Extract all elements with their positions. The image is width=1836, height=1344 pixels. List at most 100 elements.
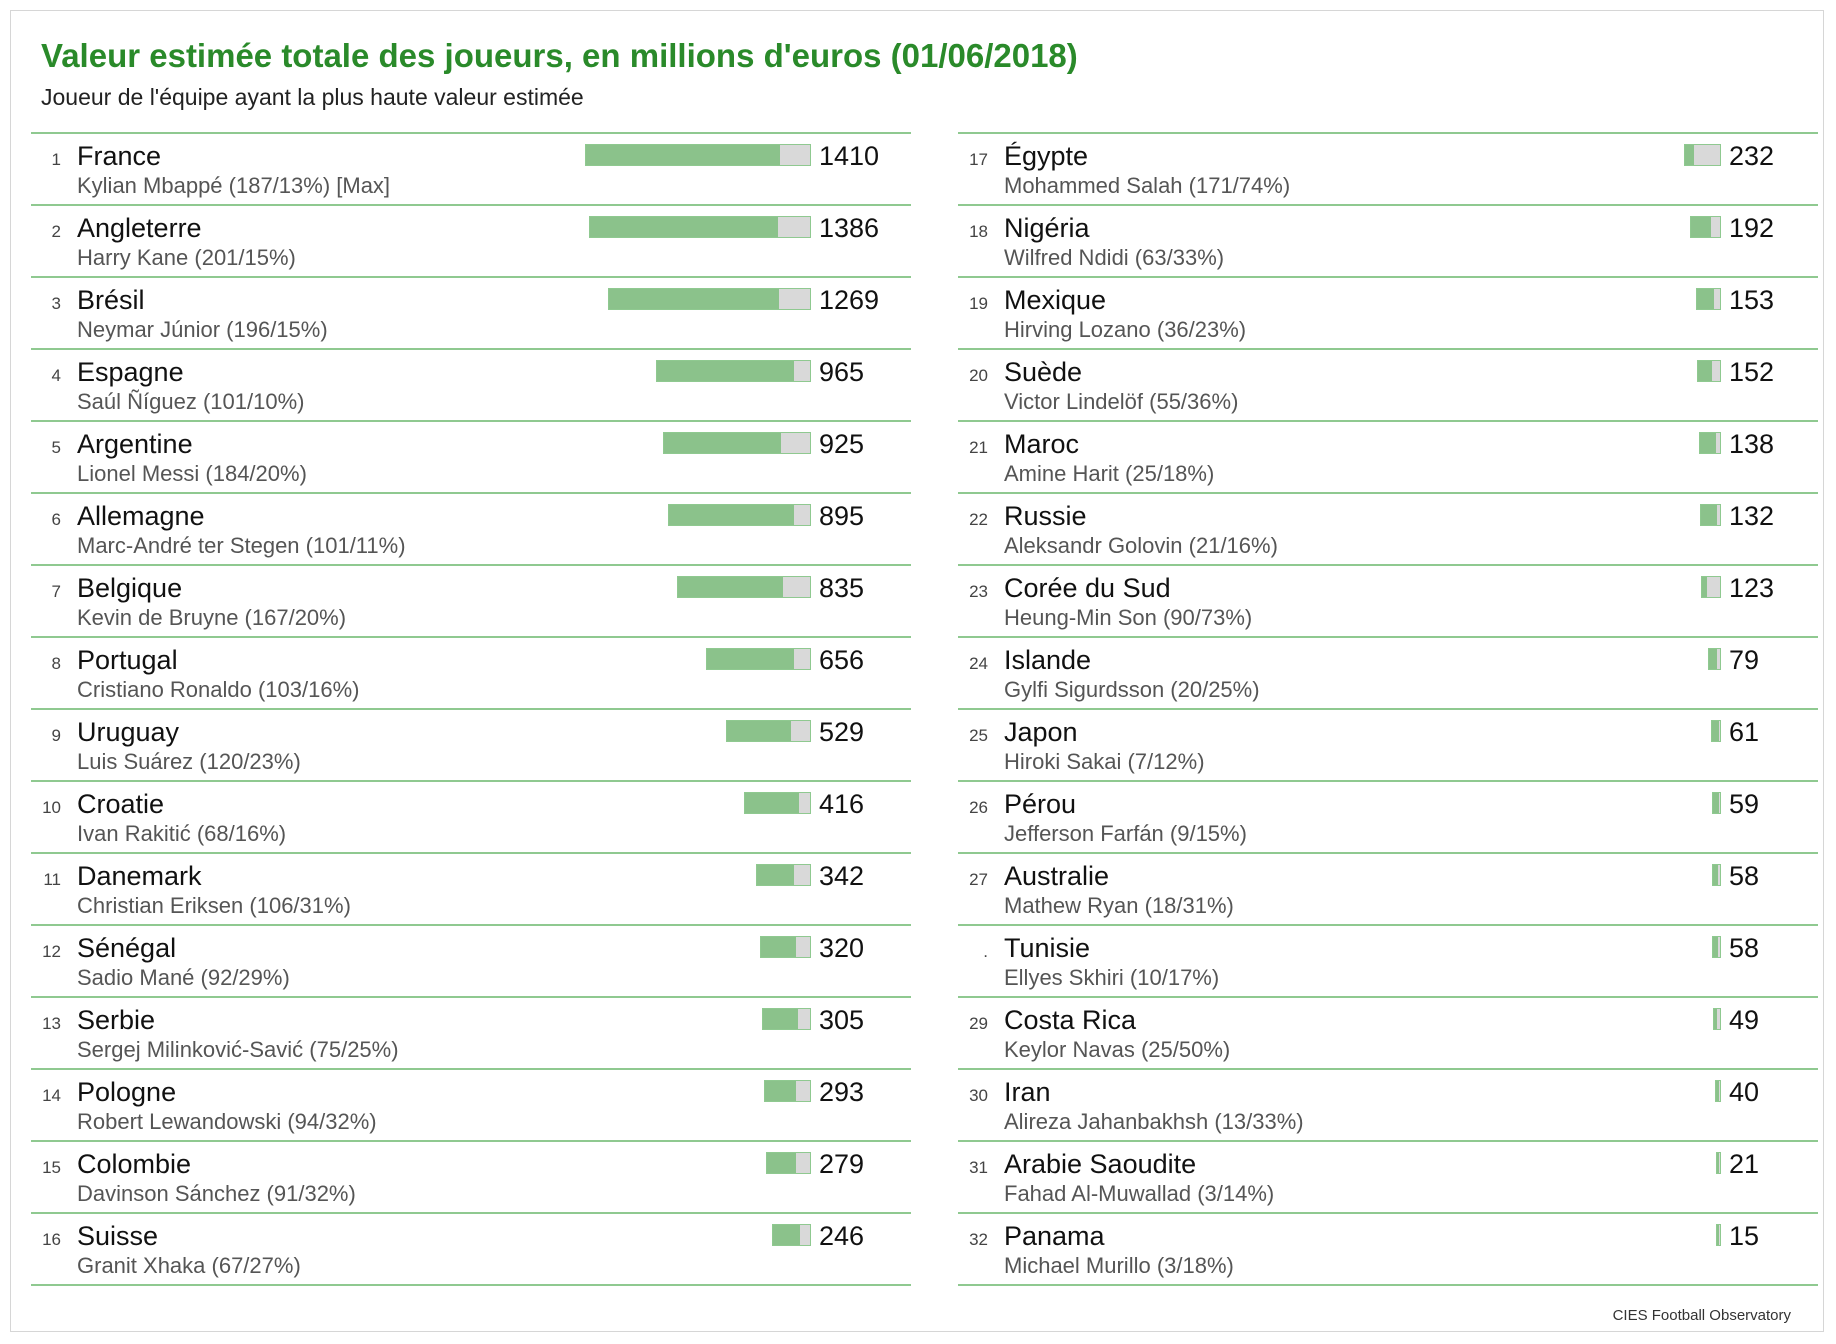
bar-top-player-share xyxy=(1710,217,1720,237)
value-label: 416 xyxy=(819,789,865,819)
country-name: Mexique xyxy=(1004,285,1107,315)
bar-rest-of-squad xyxy=(1700,433,1717,453)
ranking-column-left: 1 France Kylian Mbappé (187/13%) [Max] 1410… xyxy=(31,132,911,1286)
bar-top-player-share xyxy=(798,1009,810,1029)
rank-label: 30 xyxy=(969,1086,988,1105)
bar-rest-of-squad xyxy=(1685,145,1695,165)
value-bar xyxy=(1700,504,1721,526)
value-bar xyxy=(706,648,811,670)
bar-top-player-share xyxy=(795,1153,810,1173)
ranking-row: 22 Russie Aleksandr Golovin (21/16%) 132 xyxy=(958,492,1818,564)
top-player-label: Harry Kane (201/15%) xyxy=(77,245,296,270)
bar-rest-of-squad xyxy=(757,865,794,885)
ranking-row: 23 Corée du Sud Heung-Min Son (90/73%) 123 xyxy=(958,564,1818,636)
value-label: 58 xyxy=(1729,861,1760,891)
bar-top-player-share xyxy=(780,145,810,165)
top-player-label: Ellyes Skhiri (10/17%) xyxy=(1004,965,1220,990)
country-name: Nigéria xyxy=(1004,213,1090,243)
top-player-label: Victor Lindelöf (55/36%) xyxy=(1004,389,1239,414)
bar-top-player-share xyxy=(794,505,810,525)
value-label: 21 xyxy=(1729,1149,1760,1179)
bar-top-player-share xyxy=(1717,505,1720,525)
ranking-row: 9 Uruguay Luis Suárez (120/23%) 529 xyxy=(31,708,911,780)
bar-rest-of-squad xyxy=(678,577,784,597)
top-player-label: Aleksandr Golovin (21/16%) xyxy=(1004,533,1278,558)
bar-top-player-share xyxy=(1716,433,1720,453)
country-name: Portugal xyxy=(77,645,178,675)
ranking-row: 10 Croatie Ivan Rakitić (68/16%) 416 xyxy=(31,780,911,852)
value-label: 835 xyxy=(819,573,865,603)
country-name: Serbie xyxy=(77,1005,156,1035)
bar-rest-of-squad xyxy=(1698,361,1712,381)
ranking-row: 19 Mexique Hirving Lozano (36/23%) 153 xyxy=(958,276,1818,348)
value-label: 529 xyxy=(819,717,865,747)
value-label: 305 xyxy=(819,1005,865,1035)
rank-label: 31 xyxy=(969,1158,988,1177)
value-bar xyxy=(1701,576,1721,598)
bar-top-player-share xyxy=(779,289,810,309)
top-player-label: Heung-Min Son (90/73%) xyxy=(1004,605,1253,630)
ranking-row: 32 Panama Michael Murillo (3/18%) 15 xyxy=(958,1212,1818,1286)
value-label: 132 xyxy=(1729,501,1775,531)
value-bar xyxy=(726,720,811,742)
bar-top-player-share xyxy=(1694,145,1720,165)
value-bar xyxy=(1716,1152,1721,1174)
value-bar xyxy=(766,1152,811,1174)
top-player-label: Luis Suárez (120/23%) xyxy=(77,749,301,774)
value-label: 320 xyxy=(819,933,865,963)
top-player-label: Mohammed Salah (171/74%) xyxy=(1004,173,1291,198)
bar-top-player-share xyxy=(1717,1009,1720,1029)
bar-rest-of-squad xyxy=(657,361,795,381)
chart-title: Valeur estimée totale des joueurs, en mi… xyxy=(41,37,1078,74)
value-bar xyxy=(668,504,811,526)
bar-top-player-share xyxy=(793,865,810,885)
ranking-row: 15 Colombie Davinson Sánchez (91/32%) 279 xyxy=(31,1140,911,1212)
value-bar xyxy=(756,864,811,886)
ranking-row: 3 Brésil Neymar Júnior (196/15%) 1269 xyxy=(31,276,911,348)
bar-rest-of-squad xyxy=(727,721,792,741)
value-label: 15 xyxy=(1729,1221,1760,1251)
country-name: Colombie xyxy=(77,1149,192,1179)
country-name: Australie xyxy=(1004,861,1110,891)
country-name: Maroc xyxy=(1004,429,1080,459)
country-name: Suisse xyxy=(77,1221,159,1251)
country-name: Argentine xyxy=(77,429,193,459)
bar-top-player-share xyxy=(795,937,810,957)
top-player-label: Mathew Ryan (18/31%) xyxy=(1004,893,1234,918)
bar-rest-of-squad xyxy=(1702,577,1707,597)
top-player-label: Ivan Rakitić (68/16%) xyxy=(77,821,287,846)
bar-top-player-share xyxy=(1719,1153,1720,1173)
source-credit: CIES Football Observatory xyxy=(1612,1307,1791,1324)
value-label: 123 xyxy=(1729,573,1775,603)
rank-label: 3 xyxy=(51,294,61,313)
rank-label: 19 xyxy=(969,294,988,313)
top-player-label: Alireza Jahanbakhsh (13/33%) xyxy=(1004,1109,1304,1134)
rank-label: 6 xyxy=(51,510,61,529)
top-player-label: Davinson Sánchez (91/32%) xyxy=(77,1181,356,1206)
value-label: 79 xyxy=(1729,645,1760,675)
value-bar xyxy=(1715,1080,1721,1102)
ranking-row: 25 Japon Hiroki Sakai (7/12%) 61 xyxy=(958,708,1818,780)
country-name: Sénégal xyxy=(77,933,177,963)
value-label: 49 xyxy=(1729,1005,1760,1035)
value-bar xyxy=(1713,1008,1721,1030)
country-name: Danemark xyxy=(77,861,202,891)
value-bar xyxy=(1712,864,1721,886)
ranking-row: 31 Arabie Saoudite Fahad Al-Muwallad (3/14… xyxy=(958,1140,1818,1212)
ranking-row: 11 Danemark Christian Eriksen (106/31%) 342 xyxy=(31,852,911,924)
rank-label: 25 xyxy=(969,726,988,745)
ranking-row: 30 Iran Alireza Jahanbakhsh (13/33%) 40 xyxy=(958,1068,1818,1140)
top-player-label: Sergej Milinković-Savić (75/25%) xyxy=(77,1037,399,1062)
country-name: Belgique xyxy=(77,573,183,603)
ranking-row: 14 Pologne Robert Lewandowski (94/32%) 293 xyxy=(31,1068,911,1140)
bar-top-player-share xyxy=(1706,577,1720,597)
value-label: 279 xyxy=(819,1149,865,1179)
value-bar xyxy=(1712,936,1721,958)
ranking-row: 12 Sénégal Sadio Mané (92/29%) 320 xyxy=(31,924,911,996)
rank-label: 23 xyxy=(969,582,988,601)
bar-top-player-share xyxy=(794,361,810,381)
value-label: 1410 xyxy=(819,141,880,171)
rank-label: 8 xyxy=(51,654,61,673)
bar-top-player-share xyxy=(799,1225,810,1245)
bar-rest-of-squad xyxy=(669,505,795,525)
